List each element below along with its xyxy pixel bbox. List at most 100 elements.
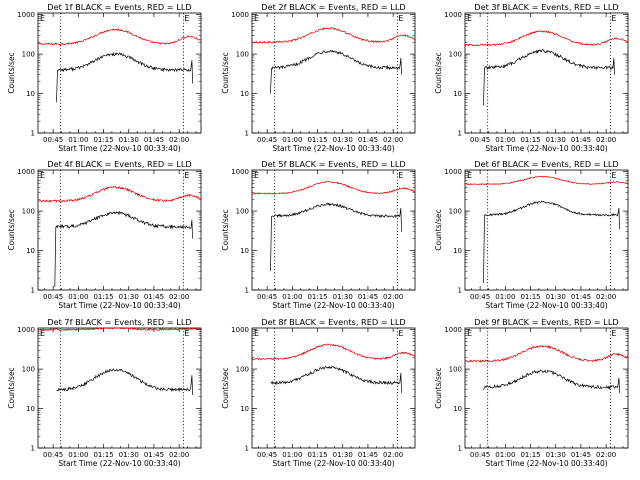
x-tick-label: 02:00 xyxy=(596,451,616,459)
marker-label-right: E xyxy=(184,14,189,23)
marker-label-left: E xyxy=(467,14,472,23)
x-tick-label: 01:30 xyxy=(119,293,139,301)
marker-label-left: E xyxy=(467,329,472,338)
x-tick-label: 01:30 xyxy=(119,451,139,459)
detector-panel-9: Det 9f BLACK = Events, RED = LLD 00:45 01:… xyxy=(434,317,629,468)
x-tick-label: 01:15 xyxy=(93,451,113,459)
plot-frame xyxy=(464,12,629,134)
x-tick-label: 01:30 xyxy=(333,293,353,301)
y-tick-label: 1000 xyxy=(444,168,462,176)
detector-panel-1: Det 1f BLACK = Events, RED = LLD 00:45 01:… xyxy=(7,2,202,153)
events-series-line xyxy=(270,49,402,94)
x-tick-label: 01:45 xyxy=(144,293,164,301)
x-axis-label: Start Time (22-Nov-10 00:33:40) xyxy=(485,144,607,153)
y-axis-label: Counts/sec xyxy=(221,367,230,408)
x-tick-label: 02:00 xyxy=(596,293,616,301)
y-axis-label: Counts/sec xyxy=(7,52,16,93)
events-series-line xyxy=(483,369,620,393)
x-tick-label: 01:15 xyxy=(520,136,540,144)
events-series-line xyxy=(54,210,193,287)
lld-series-line xyxy=(38,28,201,46)
x-tick-label: 00:45 xyxy=(43,293,63,301)
chart-title: Det 2f BLACK = Events, RED = LLD xyxy=(261,2,405,12)
x-tick-label: 01:00 xyxy=(495,451,515,459)
lld-series-line xyxy=(252,27,415,44)
events-series-line xyxy=(483,200,620,284)
x-axis-label: Start Time (22-Nov-10 00:33:40) xyxy=(272,301,394,310)
y-tick-label: 10 xyxy=(240,247,249,255)
y-axis-label: Counts/sec xyxy=(221,209,230,250)
y-axis-label: Counts/sec xyxy=(434,52,443,93)
x-axis-label: Start Time (22-Nov-10 00:33:40) xyxy=(485,459,607,468)
x-tick-label: 01:00 xyxy=(68,451,88,459)
x-tick-label: 02:00 xyxy=(383,451,403,459)
y-axis-label: Counts/sec xyxy=(221,52,230,93)
x-tick-label: 00:45 xyxy=(43,136,63,144)
y-tick-label: 100 xyxy=(22,51,35,59)
y-tick-label: 1 xyxy=(31,445,35,453)
y-tick-label: 10 xyxy=(453,405,462,413)
y-tick-label: 10 xyxy=(453,90,462,98)
x-tick-label: 01:30 xyxy=(546,136,566,144)
lld-series-line xyxy=(465,175,628,186)
y-tick-label: 1 xyxy=(245,445,249,453)
events-series-line xyxy=(483,49,615,106)
y-tick-label: 100 xyxy=(236,208,249,216)
y-tick-label: 1 xyxy=(458,130,462,138)
x-tick-label: 00:45 xyxy=(257,293,277,301)
detector-panel-8: Det 8f BLACK = Events, RED = LLD 00:45 01:… xyxy=(221,317,416,468)
x-tick-label: 01:15 xyxy=(520,293,540,301)
lld-series-line xyxy=(252,343,415,361)
chart-title: Det 7f BLACK = Events, RED = LLD xyxy=(47,317,191,327)
plot-frame xyxy=(464,327,629,449)
y-tick-label: 1 xyxy=(31,130,35,138)
x-tick-label: 01:30 xyxy=(333,136,353,144)
x-tick-label: 01:45 xyxy=(571,136,591,144)
x-tick-label: 01:30 xyxy=(546,451,566,459)
marker-label-left: E xyxy=(40,329,45,338)
lld-series-line xyxy=(252,180,415,195)
marker-label-right: E xyxy=(611,171,616,180)
chart-title: Det 5f BLACK = Events, RED = LLD xyxy=(261,159,405,169)
x-tick-label: 01:30 xyxy=(333,451,353,459)
x-tick-label: 00:45 xyxy=(470,136,490,144)
plot-frame xyxy=(251,169,416,291)
x-tick-label: 01:45 xyxy=(571,293,591,301)
x-tick-label: 01:15 xyxy=(307,451,327,459)
x-axis-label: Start Time (22-Nov-10 00:33:40) xyxy=(485,301,607,310)
y-tick-label: 1 xyxy=(31,287,35,295)
plot-frame xyxy=(37,169,202,291)
marker-label-right: E xyxy=(611,14,616,23)
detector-panel-6: Det 6f BLACK = Events, RED = LLD 00:45 01:… xyxy=(434,159,629,310)
y-tick-label: 10 xyxy=(240,90,249,98)
x-tick-label: 01:00 xyxy=(68,293,88,301)
marker-label-right: E xyxy=(398,171,403,180)
x-tick-label: 00:45 xyxy=(257,136,277,144)
x-tick-label: 01:15 xyxy=(307,136,327,144)
x-tick-label: 01:00 xyxy=(68,136,88,144)
y-tick-label: 1 xyxy=(245,287,249,295)
y-tick-label: 10 xyxy=(26,90,35,98)
y-tick-label: 1000 xyxy=(17,326,35,334)
x-tick-label: 01:00 xyxy=(282,293,302,301)
x-tick-label: 01:00 xyxy=(282,136,302,144)
y-axis-label: Counts/sec xyxy=(7,209,16,250)
x-tick-label: 01:00 xyxy=(495,136,515,144)
lld-series-line xyxy=(38,328,201,332)
lld-series-line xyxy=(465,30,628,47)
y-tick-label: 1 xyxy=(458,445,462,453)
x-axis-label: Start Time (22-Nov-10 00:33:40) xyxy=(272,144,394,153)
y-tick-label: 100 xyxy=(22,208,35,216)
lld-series-line xyxy=(38,186,201,203)
marker-label-right: E xyxy=(611,329,616,338)
x-axis-label: Start Time (22-Nov-10 00:33:40) xyxy=(58,459,180,468)
x-tick-label: 02:00 xyxy=(596,136,616,144)
marker-label-right: E xyxy=(398,329,403,338)
y-tick-label: 1000 xyxy=(17,11,35,19)
plot-frame xyxy=(37,12,202,134)
y-axis-label: Counts/sec xyxy=(434,209,443,250)
x-tick-label: 01:30 xyxy=(119,136,139,144)
y-tick-label: 100 xyxy=(22,366,35,374)
y-tick-label: 1 xyxy=(245,130,249,138)
